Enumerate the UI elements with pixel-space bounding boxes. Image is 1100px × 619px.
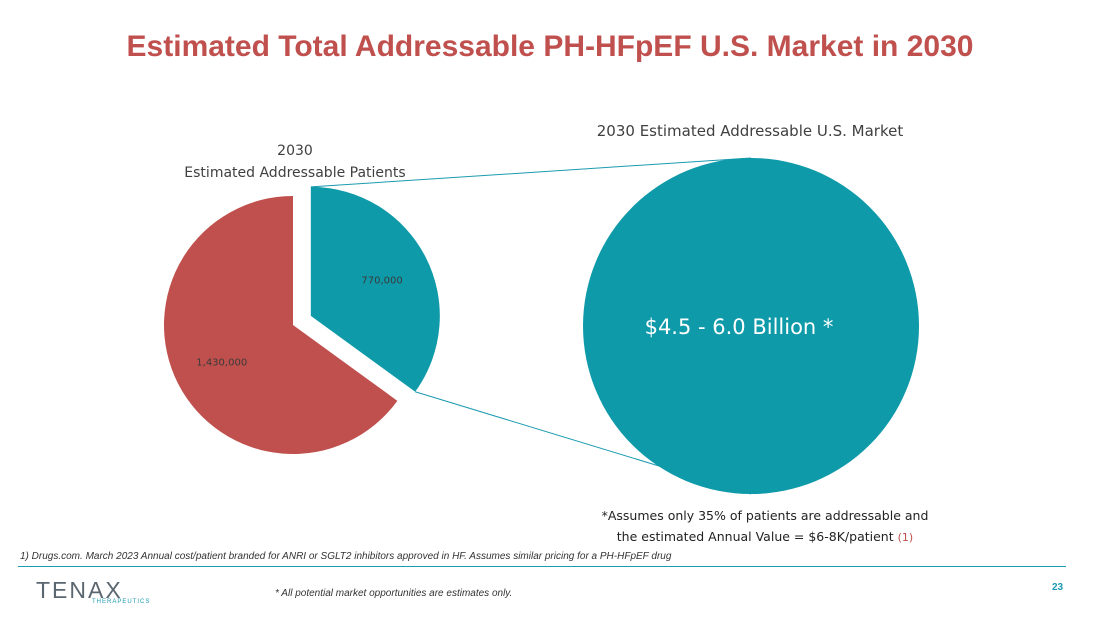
source-footnote: 1) Drugs.com. March 2023 Annual cost/pat… — [20, 551, 672, 562]
logo-subtitle: THERAPEUTICS — [92, 599, 151, 605]
assumption-note: *Assumes only 35% of patients are addres… — [585, 505, 945, 548]
logo-wordmark: TENAX — [36, 577, 123, 603]
connector-line-top — [310, 157, 752, 188]
footnote-reference: (1) — [897, 531, 914, 544]
pie-title-year: 2030 — [277, 143, 313, 159]
disclaimer-note: * All potential market opportunities are… — [275, 588, 513, 599]
company-logo: TENAX THERAPEUTICS — [36, 577, 149, 608]
market-chart-title: 2030 Estimated Addressable U.S. Market — [596, 122, 904, 140]
pie-title-label: Estimated Addressable Patients — [184, 165, 406, 181]
pie-slice-1 — [164, 196, 398, 454]
assumption-line-1: *Assumes only 35% of patients are addres… — [601, 508, 929, 523]
page-number: 23 — [1052, 582, 1064, 593]
market-bubble — [583, 158, 919, 494]
pie-chart-title: 2030 Estimated Addressable Patients — [160, 140, 430, 184]
pie-slice-label-0: 770,000 — [361, 276, 402, 287]
footer-divider — [18, 566, 1066, 567]
assumption-line-2: the estimated Annual Value = $6-8K/patie… — [616, 529, 894, 544]
pie-slice-0 — [310, 186, 440, 392]
pie-chart: 770,000 1,430,000 — [164, 186, 440, 454]
pie-slice-label-1: 1,430,000 — [196, 357, 247, 368]
market-bubble-label: $4.5 - 6.0 Billion * — [645, 315, 834, 339]
page-title: Estimated Total Addressable PH-HFpEF U.S… — [126, 30, 974, 63]
